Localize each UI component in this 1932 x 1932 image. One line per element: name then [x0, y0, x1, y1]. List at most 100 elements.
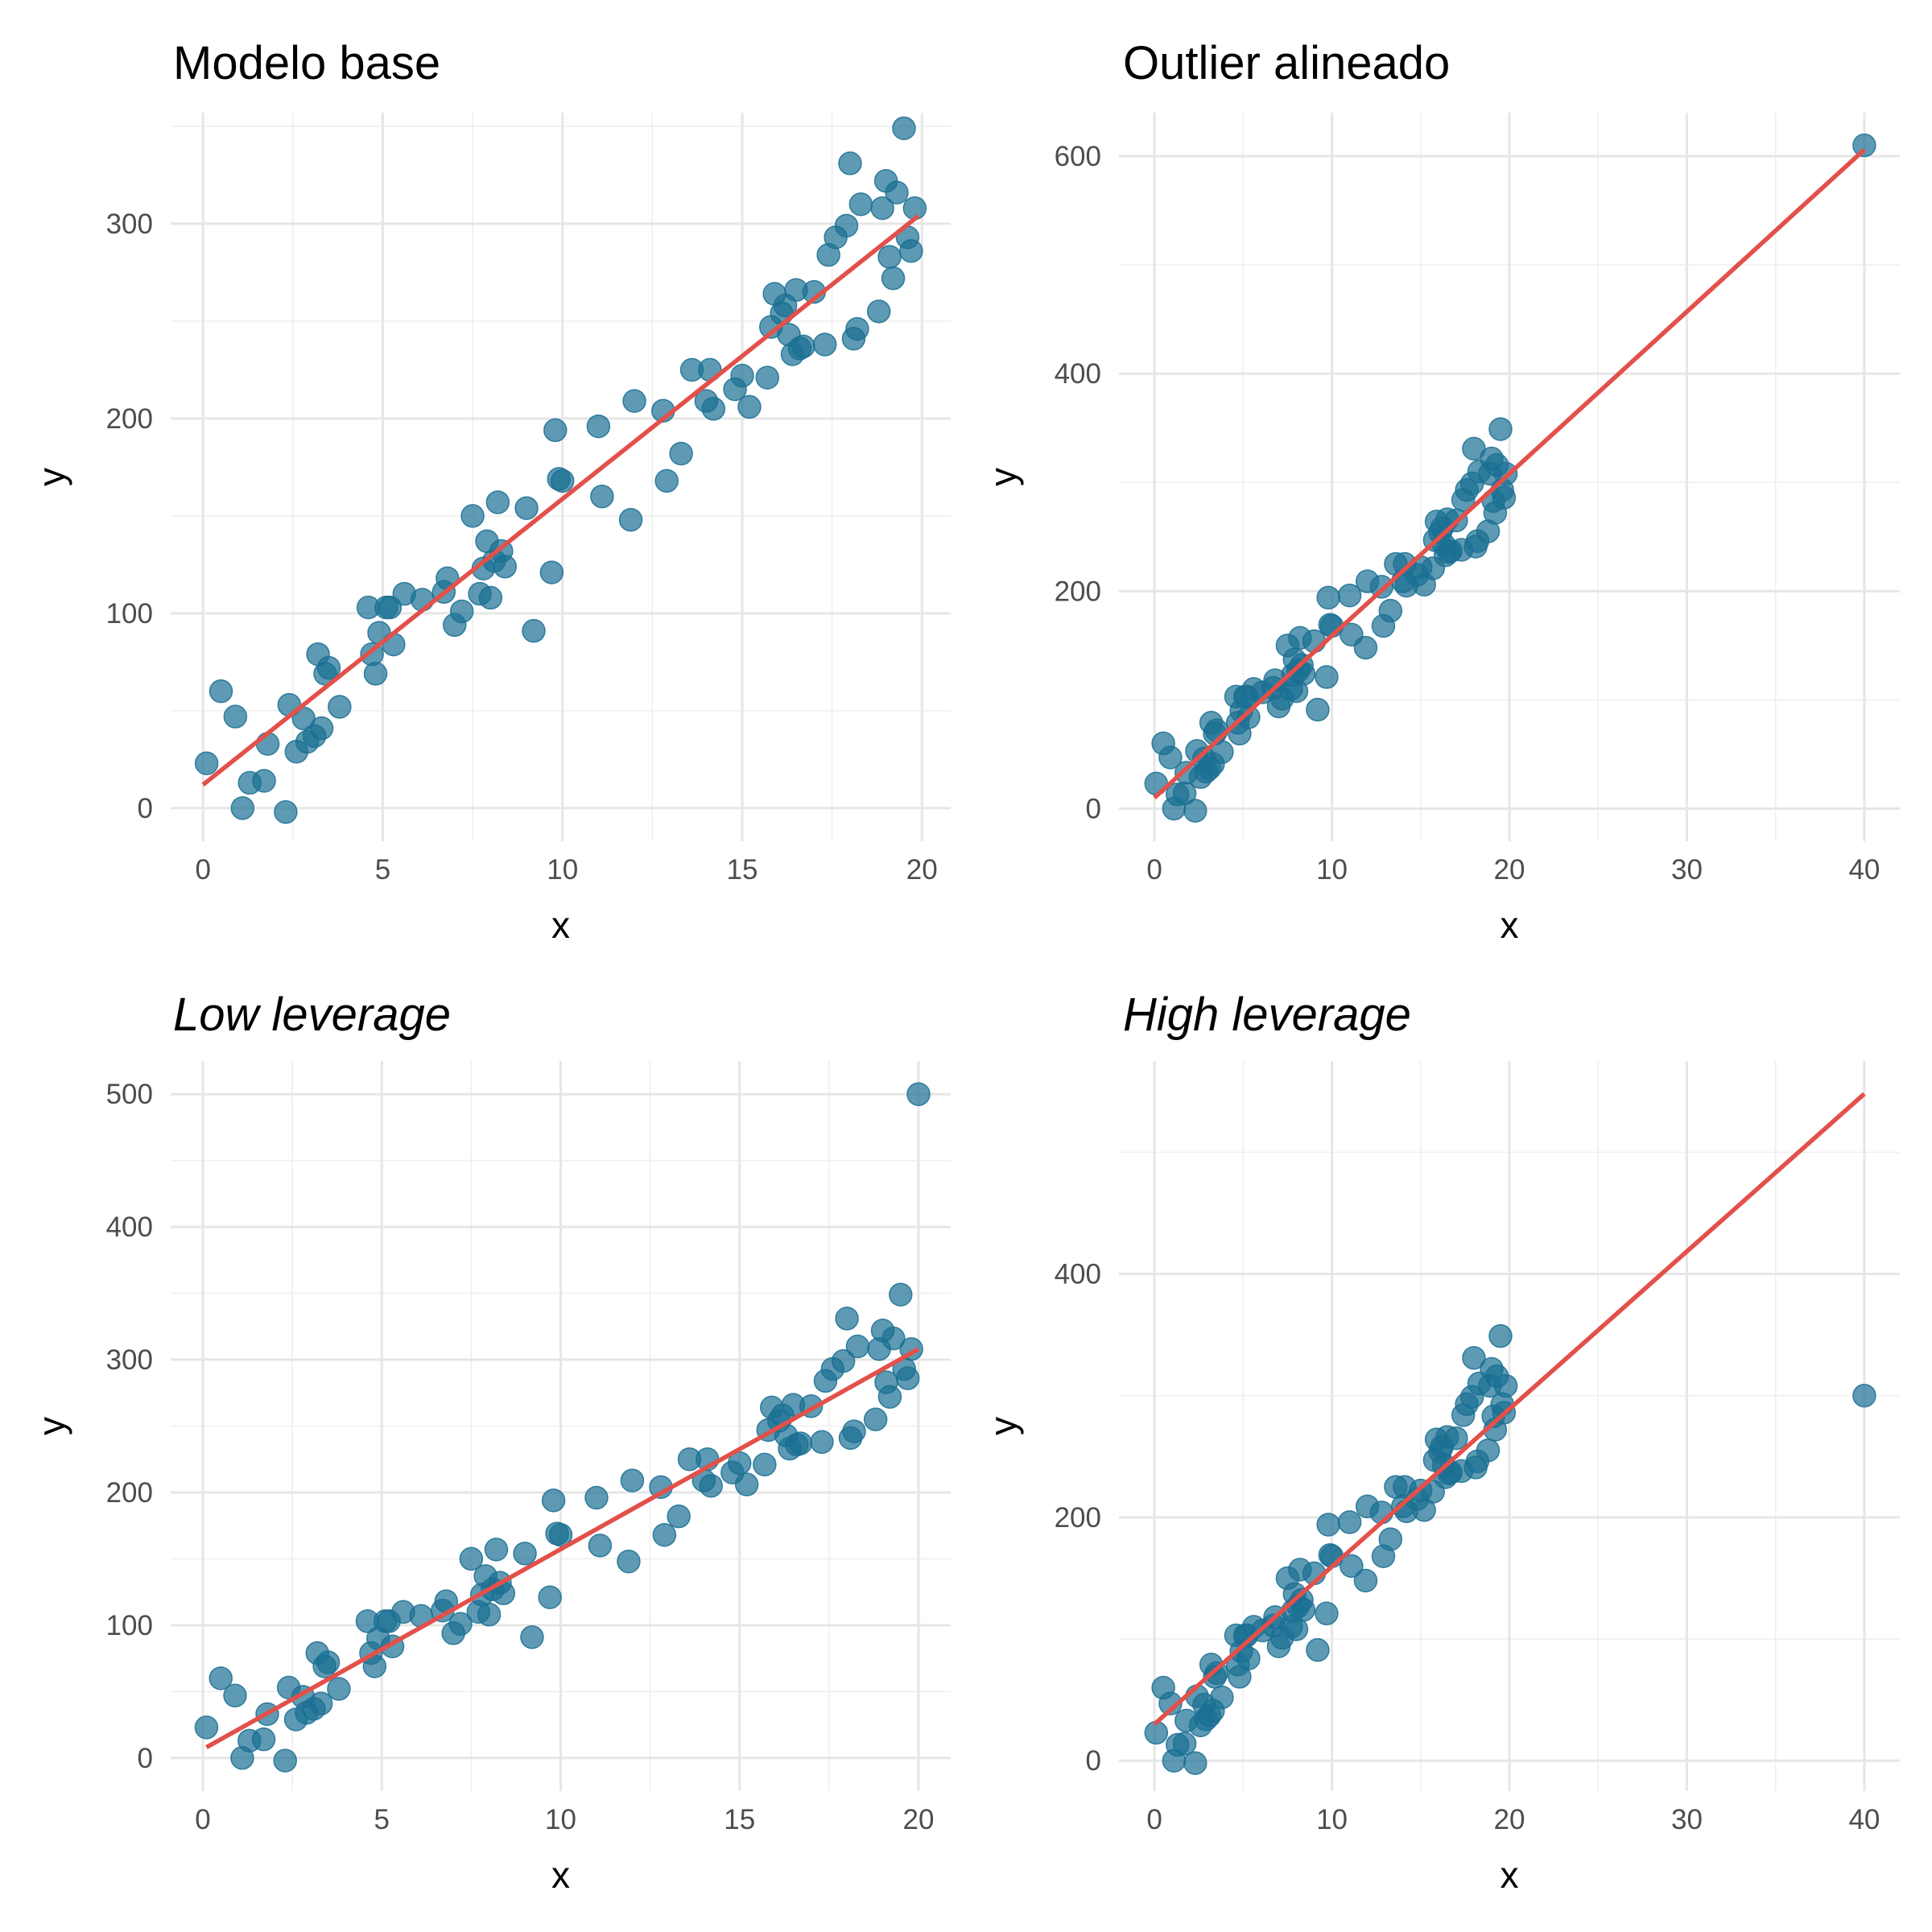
- data-point: [755, 365, 780, 390]
- data-point: [877, 1385, 902, 1409]
- data-point: [1315, 665, 1339, 689]
- data-point: [885, 180, 909, 204]
- data-point: [881, 266, 906, 291]
- data-point: [539, 560, 564, 584]
- data-point: [842, 1419, 866, 1443]
- data-point: [1852, 1383, 1876, 1408]
- y-tick-label: 100: [106, 1610, 153, 1641]
- data-point: [208, 679, 233, 704]
- data-point: [273, 1748, 297, 1773]
- data-point: [1340, 1554, 1364, 1579]
- data-point: [618, 507, 643, 532]
- data-point: [812, 332, 837, 357]
- data-point: [1210, 1685, 1234, 1710]
- regression-line: [201, 214, 920, 786]
- data-point: [586, 414, 611, 439]
- data-point: [835, 1307, 859, 1331]
- data-point: [1488, 417, 1513, 441]
- x-tick-label: 10: [547, 854, 578, 886]
- x-tick-label: 30: [1671, 1804, 1703, 1835]
- data-point: [848, 192, 873, 217]
- data-point: [194, 1715, 219, 1740]
- data-point: [493, 555, 518, 579]
- data-point: [584, 1485, 609, 1510]
- data-point: [845, 316, 869, 341]
- y-tick-label: 400: [1055, 358, 1101, 390]
- data-point: [1476, 1438, 1501, 1463]
- data-point: [230, 796, 255, 820]
- y-tick-label: 0: [138, 1743, 153, 1774]
- data-point: [1306, 697, 1330, 722]
- data-point: [877, 245, 902, 269]
- panel-title: High leverage: [1123, 989, 1411, 1041]
- data-point: [538, 1585, 562, 1609]
- data-point: [1158, 1691, 1183, 1715]
- x-tick-label: 40: [1848, 854, 1880, 886]
- data-point: [194, 751, 219, 775]
- data-point: [906, 1082, 931, 1106]
- data-point: [734, 1472, 759, 1496]
- x-tick-label: 15: [724, 1804, 755, 1835]
- data-point: [1316, 1513, 1340, 1537]
- data-point: [753, 1452, 777, 1477]
- data-point: [654, 469, 679, 493]
- data-point: [1210, 740, 1234, 764]
- data-point: [327, 1677, 351, 1701]
- data-point: [899, 239, 923, 263]
- regression-line: [205, 1347, 920, 1749]
- data-point: [520, 1624, 544, 1649]
- data-point: [543, 418, 568, 443]
- y-tick-label: 300: [106, 1344, 153, 1376]
- data-point: [223, 1683, 247, 1708]
- x-tick-label: 20: [1494, 854, 1525, 886]
- data-point: [1488, 1323, 1513, 1348]
- x-tick-label: 20: [903, 1804, 935, 1835]
- data-point: [845, 1334, 870, 1359]
- data-point: [788, 1431, 813, 1455]
- y-tick-label: 200: [106, 1477, 153, 1509]
- data-point: [1337, 1510, 1362, 1534]
- data-point: [866, 299, 891, 324]
- data-point: [541, 1488, 566, 1513]
- data-point: [1236, 705, 1261, 729]
- data-point: [652, 1522, 677, 1547]
- data-point: [1462, 1346, 1486, 1370]
- y-tick-label: 400: [106, 1212, 153, 1243]
- data-point: [620, 1468, 645, 1492]
- data-point: [727, 1451, 752, 1476]
- data-point: [1236, 1646, 1261, 1670]
- data-point: [478, 585, 503, 610]
- data-point: [834, 213, 859, 238]
- data-point: [1353, 635, 1378, 660]
- data-point: [1444, 1426, 1468, 1451]
- y-tick-label: 0: [1086, 1745, 1101, 1777]
- data-point: [895, 1366, 920, 1390]
- y-tick-label: 200: [106, 403, 153, 435]
- data-point: [548, 1522, 573, 1547]
- data-point: [1158, 745, 1183, 770]
- y-tick-label: 200: [1055, 576, 1101, 607]
- x-axis-title: x: [1501, 904, 1519, 946]
- y-axis-title: y: [31, 468, 72, 486]
- data-point: [513, 1542, 537, 1566]
- panel-title: Low leverage: [173, 989, 451, 1041]
- data-point: [274, 799, 298, 824]
- data-point: [309, 716, 334, 741]
- data-point: [617, 1549, 641, 1574]
- data-point: [1353, 1568, 1378, 1593]
- data-point: [1204, 1661, 1228, 1686]
- data-point: [831, 1348, 856, 1373]
- x-tick-label: 20: [906, 854, 938, 886]
- data-point: [810, 1430, 834, 1455]
- data-point: [363, 662, 388, 686]
- data-point: [588, 1534, 613, 1558]
- x-tick-label: 0: [195, 854, 210, 886]
- x-tick-label: 30: [1671, 854, 1703, 886]
- data-point: [308, 1691, 333, 1715]
- x-tick-label: 20: [1494, 1804, 1525, 1835]
- x-axis-title: x: [551, 1854, 570, 1896]
- data-point: [881, 1326, 906, 1351]
